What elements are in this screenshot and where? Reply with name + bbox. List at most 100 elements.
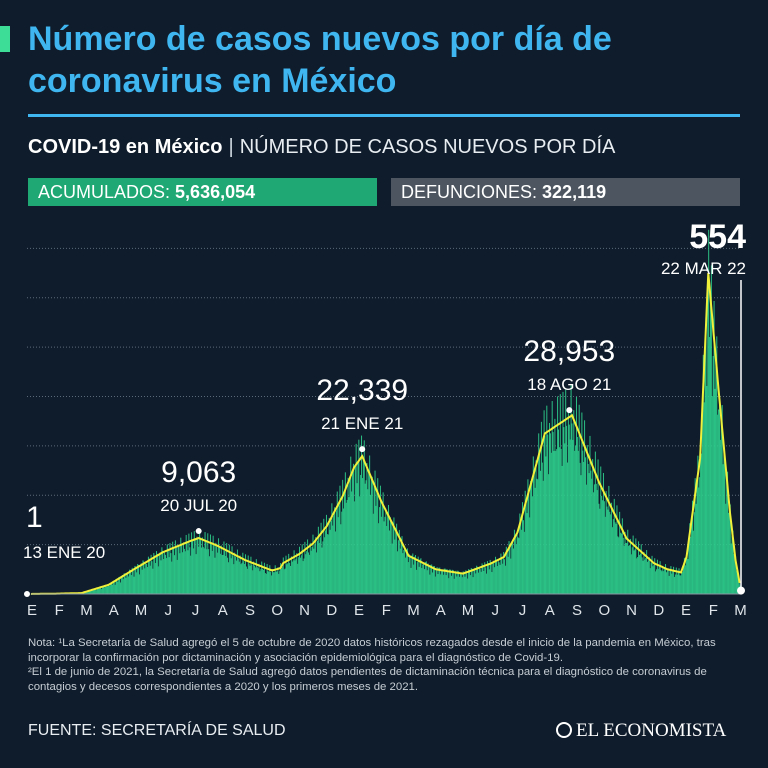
- daily-bar: [354, 466, 356, 594]
- daily-bar: [240, 564, 242, 594]
- daily-bar: [567, 408, 569, 594]
- daily-bar: [379, 485, 381, 594]
- daily-bar: [519, 513, 521, 594]
- daily-bar: [502, 563, 504, 594]
- daily-bar: [510, 558, 512, 594]
- daily-bar: [449, 569, 451, 594]
- month-tick-label: O: [598, 602, 610, 619]
- daily-bar: [115, 578, 117, 594]
- daily-bar: [291, 561, 293, 594]
- daily-bar: [632, 535, 634, 594]
- daily-bar: [698, 487, 700, 594]
- daily-bar: [287, 563, 289, 594]
- daily-bar: [400, 538, 402, 594]
- daily-bar: [251, 564, 253, 594]
- daily-bar: [392, 522, 394, 594]
- daily-bar: [637, 557, 639, 594]
- daily-bar: [688, 540, 690, 594]
- daily-bar: [586, 445, 588, 594]
- daily-bar: [492, 562, 494, 594]
- daily-bar: [88, 590, 90, 594]
- daily-bar: [549, 422, 551, 594]
- daily-bar: [224, 551, 226, 594]
- daily-bar: [662, 565, 664, 594]
- daily-bar: [387, 511, 389, 594]
- daily-bar: [299, 557, 301, 594]
- daily-bar: [594, 451, 596, 594]
- daily-bar: [604, 516, 606, 594]
- daily-bar: [618, 537, 620, 594]
- daily-bar: [404, 547, 406, 594]
- daily-bar: [267, 570, 269, 594]
- daily-bar: [163, 559, 165, 594]
- daily-bar: [562, 391, 564, 594]
- daily-bar: [215, 542, 217, 594]
- daily-bar: [606, 506, 608, 594]
- daily-bar: [505, 546, 507, 594]
- daily-bar: [655, 571, 657, 594]
- daily-bar: [679, 575, 681, 594]
- daily-bar: [271, 575, 273, 594]
- daily-bar: [642, 560, 644, 594]
- daily-bar: [497, 559, 499, 594]
- daily-bar: [417, 556, 419, 594]
- annotation-date: 13 ENE 20: [23, 543, 105, 562]
- daily-bar: [325, 514, 327, 594]
- daily-bar: [546, 405, 548, 594]
- daily-bar: [117, 581, 119, 594]
- el-economista-logo: EL ECONOMISTA: [556, 720, 726, 742]
- subtitle-separator: |: [228, 136, 234, 158]
- daily-bar: [634, 549, 636, 594]
- daily-bar: [709, 293, 711, 594]
- daily-bar: [108, 584, 110, 594]
- daily-bar: [197, 538, 199, 594]
- daily-bar: [408, 554, 410, 594]
- daily-bar: [559, 394, 561, 594]
- daily-bar: [439, 567, 441, 594]
- daily-bar: [294, 560, 296, 594]
- daily-bar: [527, 479, 529, 594]
- daily-bar: [465, 570, 467, 594]
- daily-bar: [464, 576, 466, 594]
- daily-bar: [340, 524, 342, 594]
- daily-bar: [711, 396, 713, 594]
- daily-bar: [303, 558, 305, 594]
- daily-bar: [486, 573, 488, 594]
- daily-bar: [388, 504, 390, 594]
- daily-bar: [450, 575, 452, 594]
- daily-bar: [97, 587, 99, 594]
- daily-bar: [147, 556, 149, 594]
- daily-bar: [213, 545, 215, 594]
- daily-bar: [190, 555, 192, 594]
- daily-bar: [386, 525, 388, 594]
- daily-bar: [471, 568, 473, 594]
- daily-bar: [659, 561, 661, 594]
- daily-bar: [538, 433, 540, 594]
- daily-bar: [725, 503, 727, 594]
- daily-bar: [682, 571, 684, 594]
- annotation-dot: [23, 589, 31, 598]
- daily-bar: [418, 566, 420, 594]
- daily-bar: [241, 562, 243, 594]
- daily-bar: [499, 564, 501, 594]
- daily-bar: [672, 571, 674, 594]
- daily-bar: [547, 434, 549, 594]
- daily-bar: [491, 572, 493, 594]
- daily-bar: [573, 410, 575, 594]
- month-tick-label: M: [734, 602, 747, 619]
- daily-bar: [334, 531, 336, 594]
- month-tick-label: A: [436, 602, 446, 619]
- daily-bar: [638, 541, 640, 594]
- daily-bar: [522, 520, 524, 594]
- daily-bar: [369, 455, 371, 594]
- month-tick-label: M: [80, 602, 93, 619]
- daily-bar: [550, 452, 552, 594]
- daily-bar: [236, 549, 238, 594]
- daily-bar: [692, 530, 694, 594]
- daily-bar: [478, 567, 480, 594]
- daily-bar: [232, 555, 234, 594]
- daily-bar: [402, 553, 404, 594]
- daily-bar: [674, 574, 676, 594]
- daily-bar: [114, 584, 116, 594]
- daily-bar: [687, 559, 689, 594]
